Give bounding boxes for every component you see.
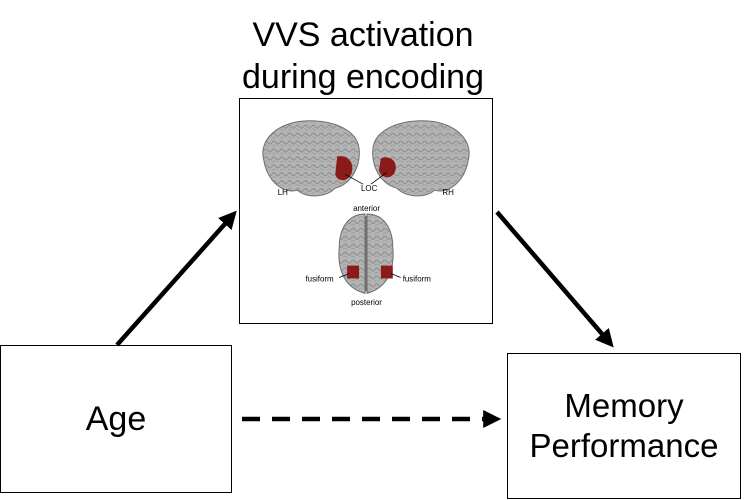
loc-activation-right xyxy=(378,157,396,178)
fusiform-activation-left xyxy=(347,265,360,279)
diagram-title: VVS activation during encoding xyxy=(228,14,498,98)
anterior-label: anterior xyxy=(353,204,380,213)
memory-performance-box: Memory Performance xyxy=(507,353,741,499)
lh-label: LH xyxy=(278,188,288,197)
right-hemisphere xyxy=(372,120,470,197)
fusiform-right-label: fusiform xyxy=(403,274,432,283)
loc-activation-left xyxy=(335,156,353,181)
fusiform-activation-right xyxy=(380,265,393,279)
fusiform-left-label: fusiform xyxy=(305,274,334,283)
age-box: Age xyxy=(0,345,232,493)
loc-label: LOC xyxy=(361,184,378,193)
posterior-label: posterior xyxy=(351,298,382,307)
title-line-1: VVS activation xyxy=(252,16,474,54)
vvs-activation-box: LH RH LOC anterior fusiform fusiform pos… xyxy=(239,98,493,324)
age-label: Age xyxy=(85,399,147,438)
title-line-2: during encoding xyxy=(242,58,484,96)
rh-label: RH xyxy=(442,188,454,197)
memory-label-line-2: Performance xyxy=(529,427,719,464)
arrow-age-to-vvs xyxy=(115,210,237,347)
left-hemisphere xyxy=(262,120,360,197)
ventral-brain xyxy=(338,213,394,294)
memory-label-line-1: Memory xyxy=(564,387,684,424)
arrow-vvs-to-memory xyxy=(495,210,614,348)
brain-illustration: LH RH LOC anterior fusiform fusiform pos… xyxy=(262,120,470,307)
